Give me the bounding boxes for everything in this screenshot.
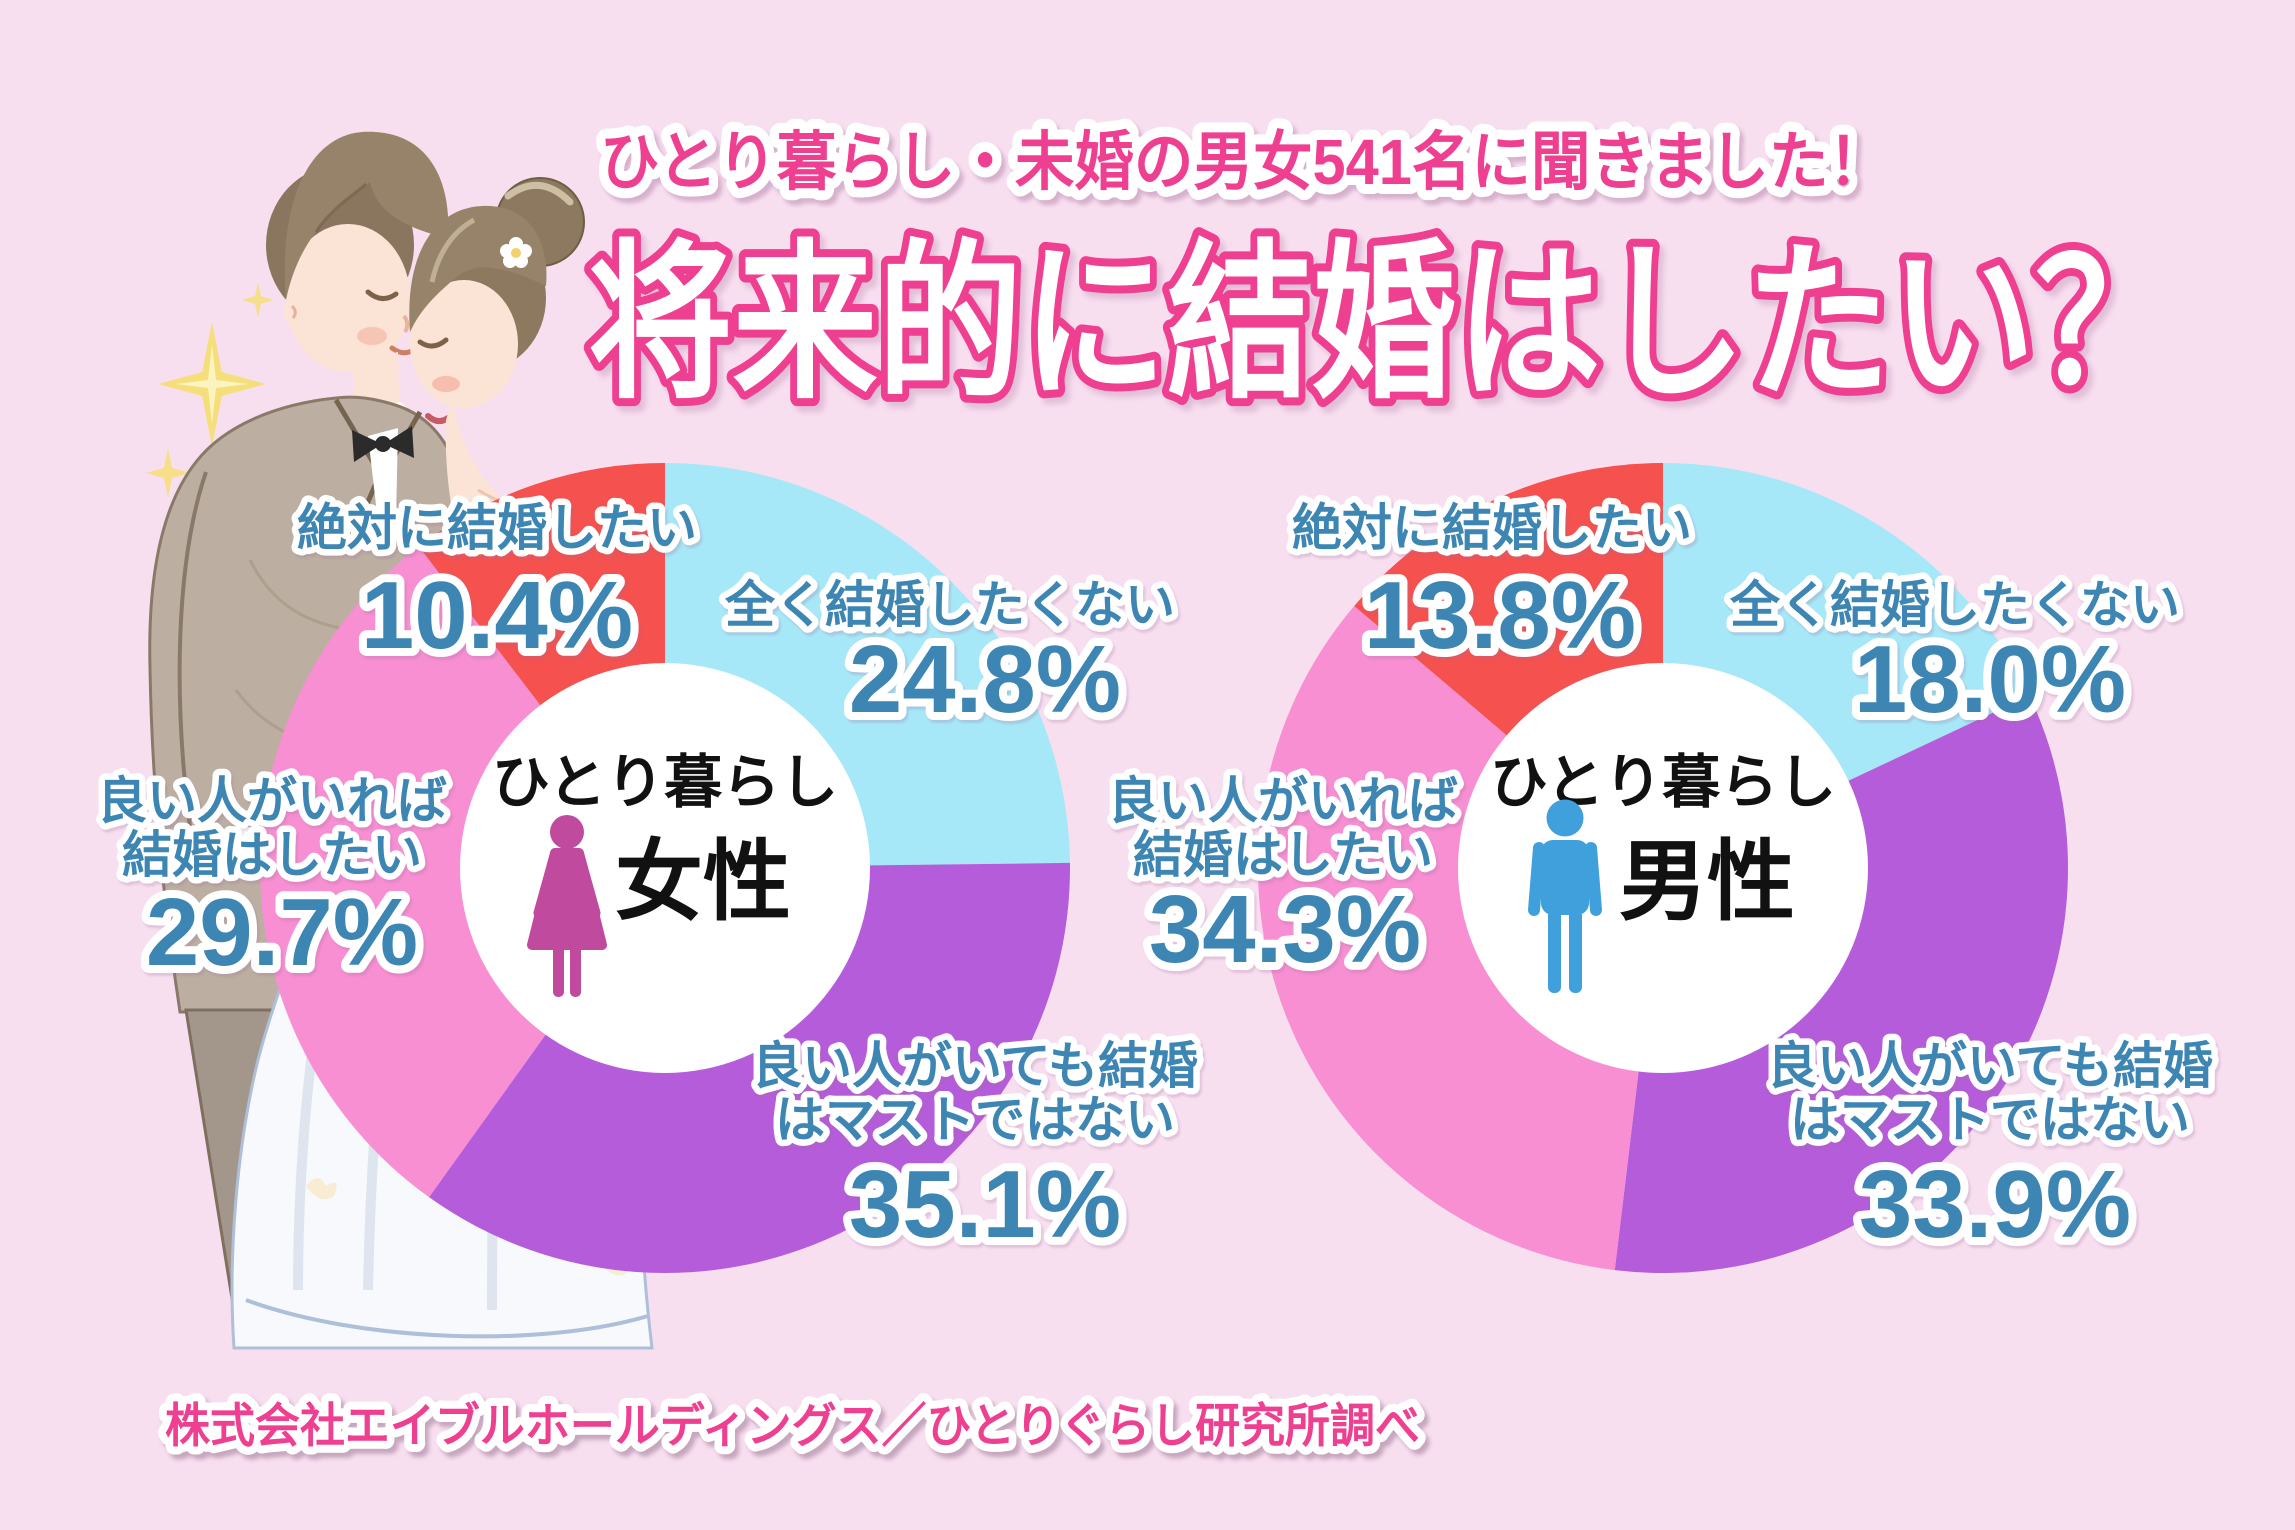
slice-label: 結婚はしたい	[122, 827, 422, 883]
slice-label: 絶対に結婚したい	[297, 500, 697, 556]
chart-women: ひとり暮らし 女性 絶対に結婚したい 10.4% 全く結婚したくない 24.8%…	[91, 463, 1205, 1274]
hair-flower-icon	[500, 237, 532, 268]
slice-percent: 13.8%	[1364, 562, 1636, 669]
pie-slice	[429, 862, 1071, 1274]
slice-percent: 29.7%	[146, 879, 418, 986]
gender-label-women: 女性	[615, 832, 791, 931]
center-label-women: ひとり暮らし	[492, 750, 838, 815]
female-icon	[527, 815, 607, 997]
slice-label: はマストではない	[775, 1092, 1175, 1148]
slice-percent: 24.8%	[849, 626, 1121, 733]
page-subtitle: ひとり暮らし・未婚の男女541名に聞きました！	[600, 126, 1888, 198]
center-label-men: ひとり暮らし	[1490, 750, 1836, 815]
slice-percent: 35.1%	[849, 1151, 1121, 1258]
sparkle-core	[176, 344, 248, 424]
slice-label: 全く結婚したくない	[724, 577, 1175, 633]
slice-label: 良い人がいても結婚	[1767, 1038, 2213, 1094]
chart-men: ひとり暮らし 男性 絶対に結婚したい 13.8% 全く結婚したくない 18.0%…	[1102, 463, 2220, 1274]
pie-slice	[1257, 605, 1663, 1271]
slice-percent: 18.0%	[1854, 626, 2126, 733]
slice-percent: 34.3%	[1149, 876, 1421, 983]
slice-label: 絶対に結婚したい	[1292, 500, 1692, 556]
slice-percent: 10.4%	[361, 562, 633, 669]
gender-label-men: 男性	[1619, 832, 1795, 931]
slice-label: 全く結婚したくない	[1729, 577, 2180, 633]
slice-labels-men: 絶対に結婚したい 13.8% 全く結婚したくない 18.0% 良い人がいれば 結…	[1102, 494, 2220, 1267]
slice-percent: 33.9%	[1859, 1151, 2131, 1258]
male-icon	[1528, 799, 1602, 993]
slice-label: 良い人がいれば	[1108, 773, 1458, 829]
slice-label: はマストではない	[1790, 1092, 2190, 1148]
slice-label: 良い人がいても結婚	[752, 1038, 1198, 1094]
page-title: 将来的に結婚はしたい？	[588, 229, 2180, 419]
slice-label: 結婚はしたい	[1133, 827, 1433, 883]
bow-tie	[352, 426, 414, 462]
slice-labels-women: 絶対に結婚したい 10.4% 全く結婚したくない 24.8% 良い人がいれば 結…	[91, 494, 1205, 1267]
slice-label: 良い人がいれば	[97, 773, 447, 829]
source-credit: 株式会社エイブルホールディングス／ひとりぐらし研究所調べ	[165, 1399, 1420, 1452]
